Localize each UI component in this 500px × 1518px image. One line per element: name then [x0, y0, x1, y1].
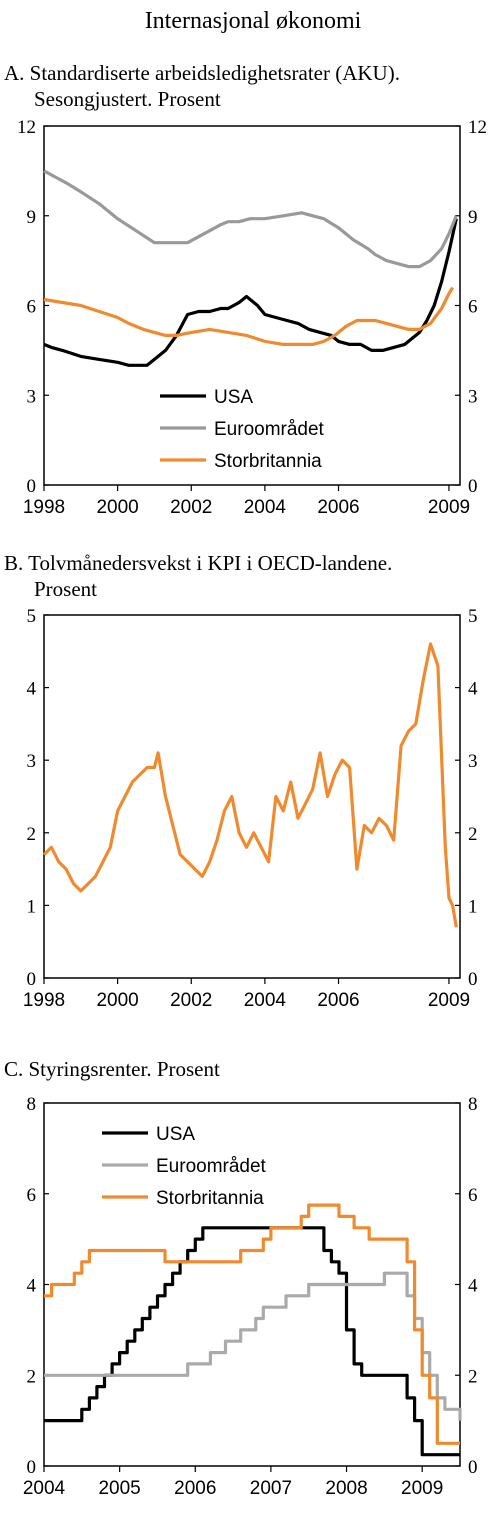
chart-c-ytick-label-right: 4 — [468, 1276, 478, 1297]
chart-a-xtick-label: 2000 — [96, 497, 138, 518]
chart-b-xtick-label: 1998 — [23, 990, 65, 1011]
chart-c-title: C. Styringsrenter. Prosent — [4, 1057, 220, 1081]
chart-b-ytick-label-right: 2 — [468, 824, 478, 845]
chart-c-series-euroomr-det — [44, 1271, 462, 1421]
chart-c-xtick-label: 2009 — [401, 1478, 443, 1499]
chart-c-ytick-label-left: 0 — [27, 1457, 37, 1478]
chart-a-xtick-label: 2009 — [428, 497, 470, 518]
chart-a-series-storbritannia — [43, 286, 454, 346]
chart-b-ytick-label-left: 0 — [27, 969, 37, 990]
chart-b-ytick-label-right: 4 — [468, 679, 478, 700]
chart-c-legend-label: USA — [156, 1124, 195, 1145]
chart-a-xtick-label: 2006 — [317, 497, 359, 518]
chart-b-xtick-label: 2004 — [244, 990, 287, 1011]
chart-c-series-storbritannia — [44, 1203, 460, 1445]
chart-b-ytick-label-right: 1 — [468, 896, 478, 917]
chart-b-ytick-label-right: 3 — [468, 751, 478, 772]
chart-c-ytick-label-right: 8 — [468, 1094, 478, 1115]
chart-b-ytick-label-right: 0 — [468, 969, 478, 990]
chart-c-ytick-label-left: 8 — [27, 1094, 37, 1115]
chart-a-xtick-label: 1998 — [23, 497, 65, 518]
chart-b-xtick-label: 2009 — [428, 990, 470, 1011]
chart-a-xtick-label: 2002 — [170, 497, 212, 518]
chart-c-ytick-label-right: 2 — [468, 1366, 478, 1387]
chart-c-ytick-label-left: 2 — [27, 1366, 37, 1387]
chart-a-ytick-label-left: 6 — [27, 297, 37, 318]
chart-b-ytick-label-left: 3 — [27, 751, 37, 772]
chart-a-title-line1: A. Standardiserte arbeidsledighetsrater … — [4, 61, 400, 85]
chart-c-xtick-label: 2008 — [325, 1478, 367, 1499]
chart-a-series-usa — [43, 218, 458, 367]
chart-a-ytick-label-right: 0 — [468, 476, 478, 497]
chart-c-xtick-label: 2005 — [98, 1478, 140, 1499]
chart-panel-c: C. Styringsrenter. Prosent 0 0 2 2 4 4 6 6 8 8 200… — [4, 1057, 478, 1499]
chart-b-ytick-label-left: 4 — [27, 679, 37, 700]
chart-b-ytick-label-left: 2 — [27, 824, 37, 845]
chart-a-ytick-label-left: 9 — [27, 207, 37, 228]
chart-a-legend-label: Euroområdet — [214, 419, 325, 440]
chart-c-ytick-label-left: 6 — [27, 1185, 37, 1206]
chart-a-ytick-label-right: 9 — [468, 207, 478, 228]
chart-c-ytick-label-left: 4 — [27, 1276, 37, 1297]
chart-c-ytick-label-right: 0 — [468, 1457, 478, 1478]
chart-b-ytick-label-left: 1 — [27, 896, 37, 917]
chart-b-ytick-label-left: 5 — [27, 606, 37, 627]
chart-c-legend-label: Storbritannia — [156, 1188, 264, 1209]
chart-a-series-euroomr-det — [43, 169, 458, 269]
chart-c-xtick-label: 2004 — [23, 1478, 66, 1499]
chart-b-title-line1: B. Tolvmånedersvekst i KPI i OECD-landen… — [4, 551, 392, 575]
chart-a-legend-label: USA — [214, 387, 253, 408]
chart-a-ytick-label-right: 12 — [468, 117, 487, 138]
chart-c-legend-label: Euroområdet — [156, 1156, 267, 1177]
chart-a-ytick-label-left: 3 — [27, 386, 37, 407]
chart-a-ytick-label-right: 3 — [468, 386, 478, 407]
chart-c-xtick-label: 2006 — [174, 1478, 216, 1499]
chart-c-ytick-label-right: 6 — [468, 1185, 478, 1206]
chart-b-plot-frame — [43, 614, 461, 979]
page-title: Internasjonal økonomi — [145, 8, 362, 34]
chart-c-xtick-label: 2007 — [250, 1478, 292, 1499]
chart-b-series-kpi — [42, 642, 458, 928]
chart-b-title-line2: Prosent — [34, 577, 97, 601]
chart-a-title-line2: Sesongjustert. Prosent — [34, 87, 221, 111]
chart-panel-b: B. Tolvmånedersvekst i KPI i OECD-landen… — [4, 551, 478, 1011]
chart-b-xtick-label: 2002 — [170, 990, 212, 1011]
chart-b-ytick-label-right: 5 — [468, 606, 478, 627]
chart-b-xtick-label: 2006 — [317, 990, 359, 1011]
chart-b-xtick-label: 2000 — [96, 990, 138, 1011]
chart-a-ytick-label-left: 12 — [17, 117, 36, 138]
chart-panel-a: A. Standardiserte arbeidsledighetsrater … — [4, 61, 487, 518]
chart-a-legend-label: Storbritannia — [214, 451, 322, 472]
chart-a-ytick-label-left: 0 — [27, 476, 37, 497]
chart-a-ytick-label-right: 6 — [468, 297, 478, 318]
chart-c-series-usa — [44, 1226, 460, 1457]
chart-a-xtick-label: 2004 — [244, 497, 287, 518]
